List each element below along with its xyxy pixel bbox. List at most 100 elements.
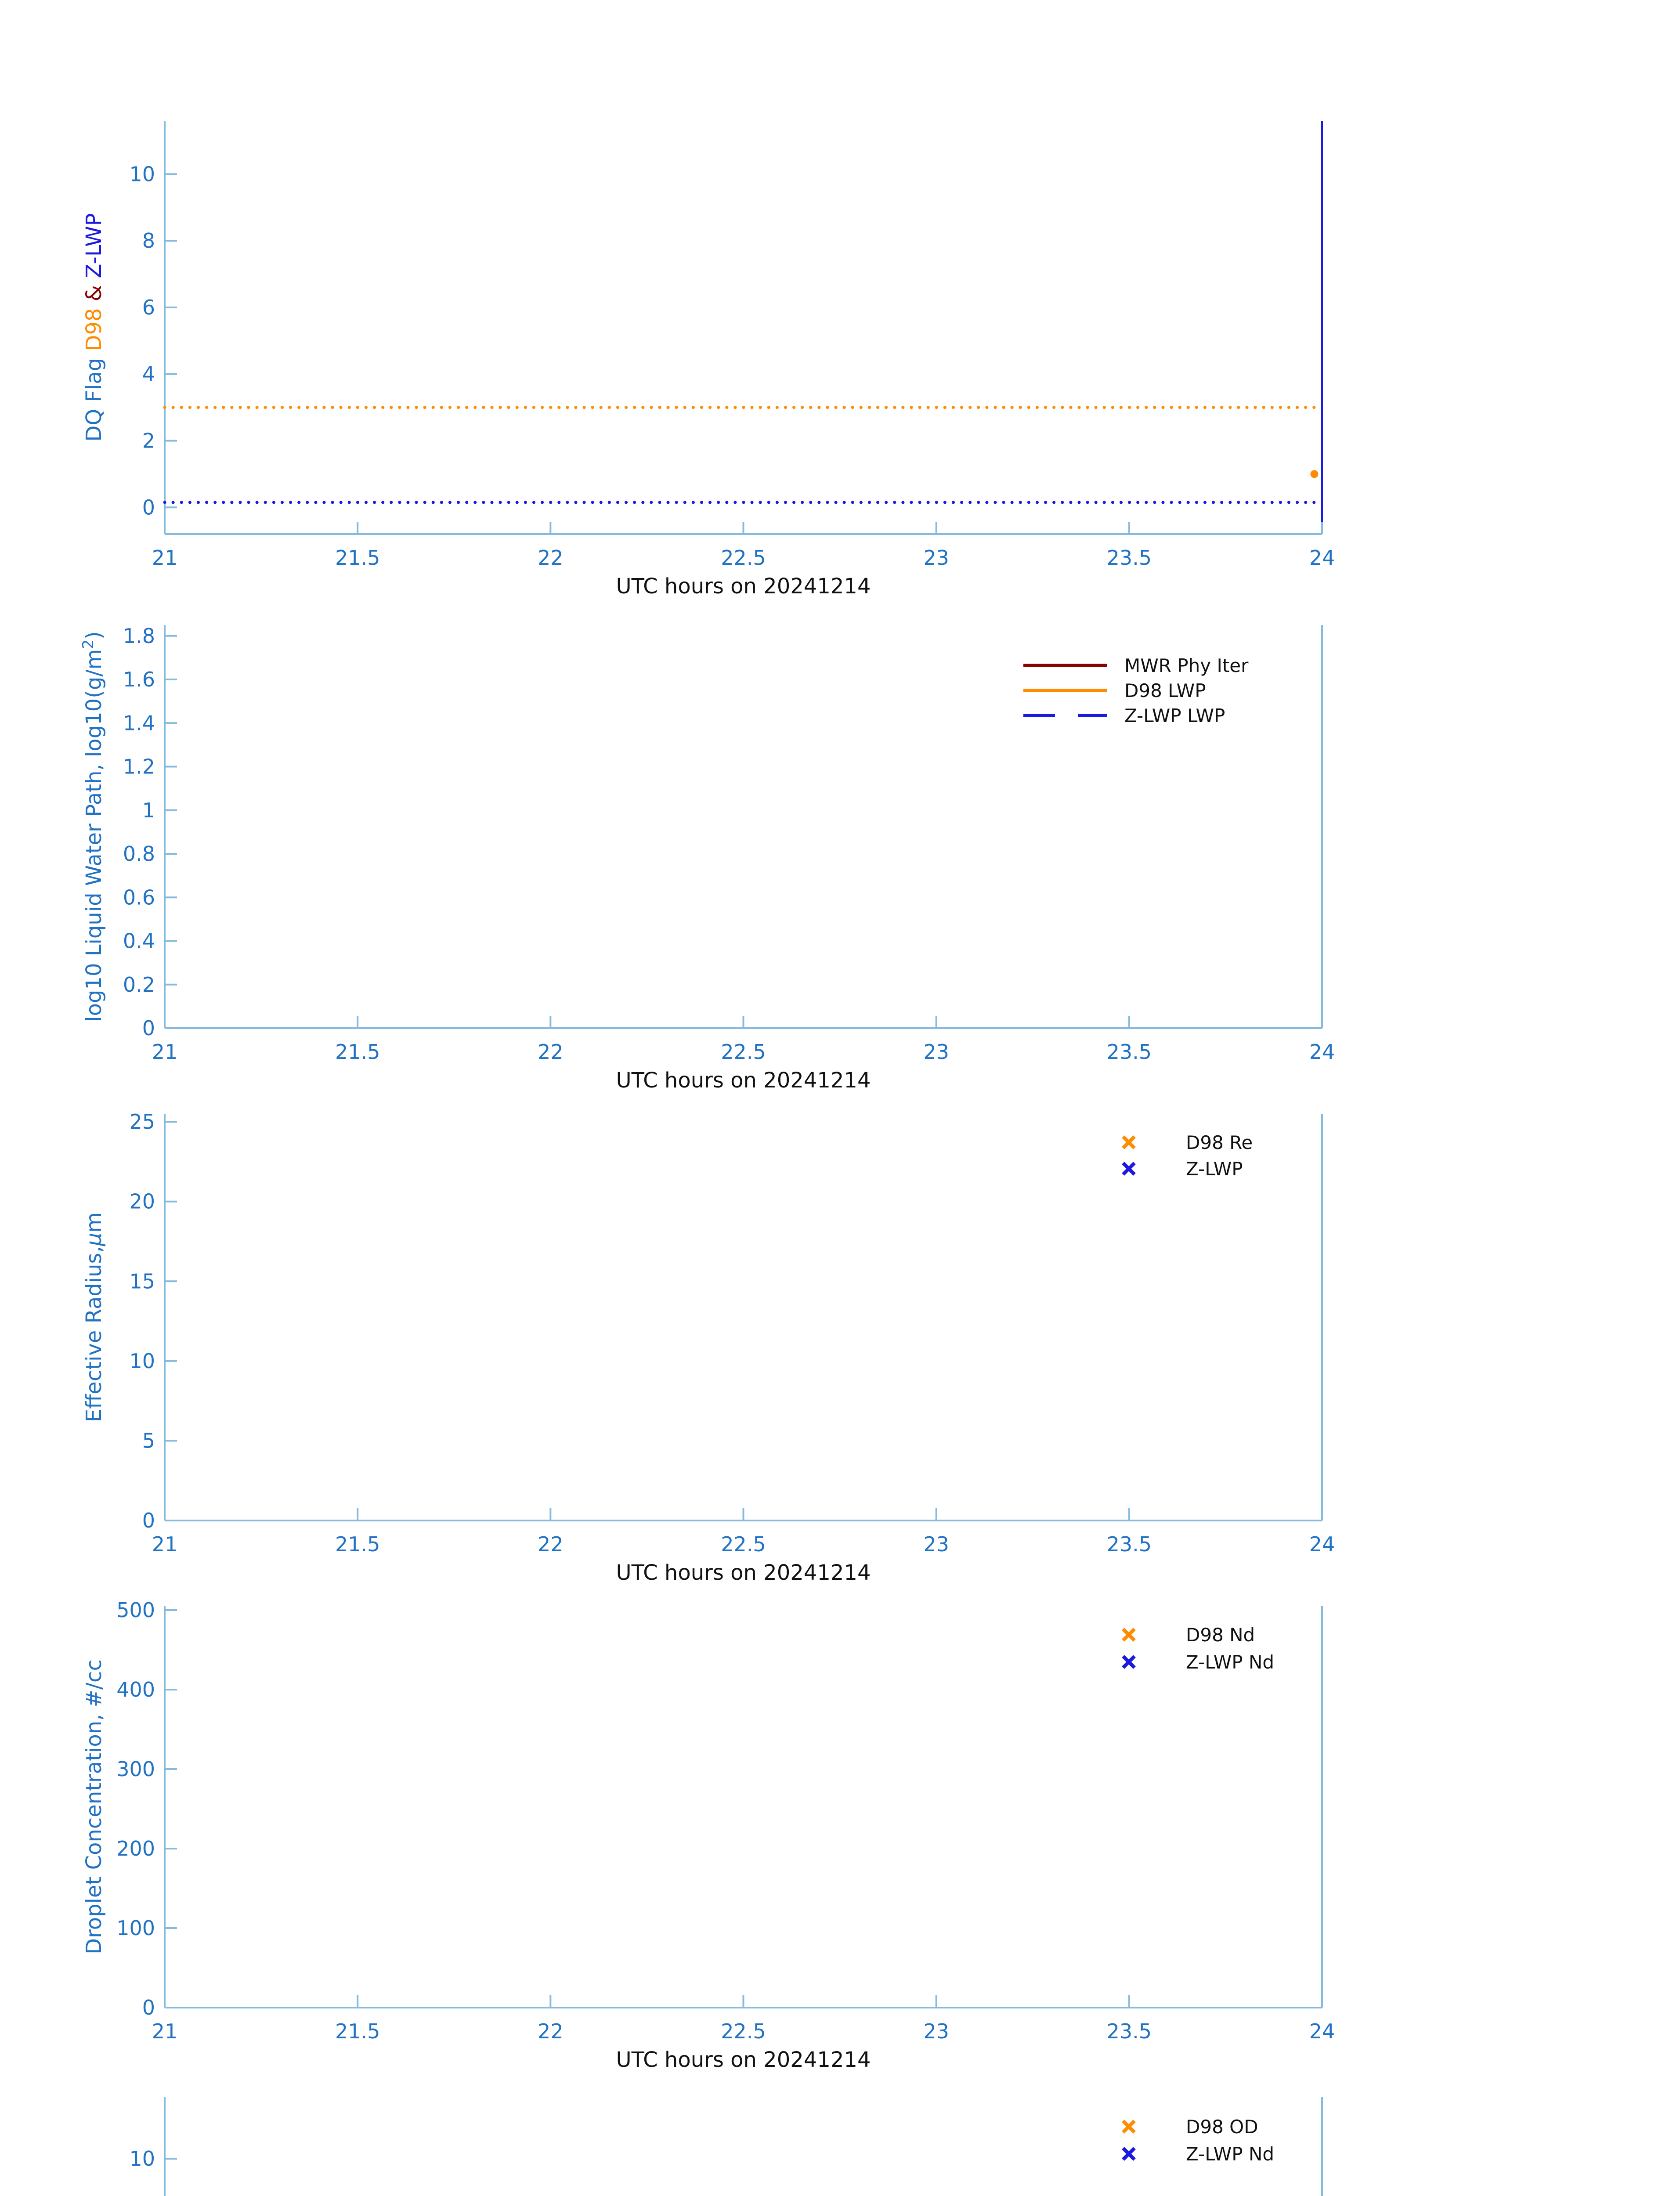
legend-entry: Z-LWP Nd — [1122, 1651, 1274, 1673]
legend-x-marker — [1122, 1655, 1136, 1669]
legend-label: D98 OD — [1186, 2116, 1258, 2138]
y-tick-label: 1.2 — [123, 755, 155, 779]
y-tick-label: 100 — [116, 1916, 155, 1940]
y-tick-label: 0 — [142, 1016, 155, 1040]
legend-label: Z-LWP Nd — [1186, 2143, 1274, 2165]
y-axis-label: DQ Flag D98 & Z-LWP — [82, 213, 106, 441]
legend-entry: Z-LWP Nd — [1122, 2143, 1274, 2165]
legend: D98 Nd Z-LWP Nd — [1122, 1624, 1274, 1673]
x-tick-label: 21.5 — [335, 1040, 380, 1064]
legend: MWR Phy Iter D98 LWP Z-LWP LWP — [1023, 655, 1249, 726]
x-tick-label: 21.5 — [335, 546, 380, 570]
x-tick-label: 21 — [152, 1532, 178, 1556]
legend-label: Z-LWP LWP — [1124, 705, 1225, 726]
y-tick-label: 0.2 — [123, 973, 155, 997]
x-tick-label: 23 — [923, 2019, 949, 2043]
x-tick-label: 24 — [1309, 2019, 1335, 2043]
x-tick-label: 23.5 — [1107, 1040, 1152, 1064]
x-tick-label: 24 — [1309, 1532, 1335, 1556]
x-tick-label: 21.5 — [335, 2019, 380, 2043]
legend-entry: Z-LWP — [1122, 1158, 1243, 1180]
x-tick-label: 22 — [538, 1532, 564, 1556]
legend-x-marker — [1122, 2147, 1136, 2161]
legend-x-marker — [1122, 2120, 1136, 2134]
y-tick-label: 500 — [116, 1598, 155, 1622]
x-tick-label: 21 — [152, 546, 178, 570]
x-tick-label: 23.5 — [1107, 2019, 1152, 2043]
chart-panel: 21 21.5 22 22.5 23 23.5 24 0 0.2 0.4 0.6 0.8 1 1.2 1.4… — [79, 624, 1335, 1093]
y-tick-label: 10 — [129, 1349, 155, 1373]
legend-x-marker — [1122, 1135, 1136, 1149]
y-axis-label: log10 Liquid Water Path, log10(g/m2) — [79, 631, 106, 1022]
x-tick-label: 23 — [923, 1532, 949, 1556]
y-tick-label: 5 — [142, 1429, 155, 1452]
data-point — [1310, 470, 1319, 478]
y-tick-label: 15 — [129, 1269, 155, 1293]
x-tick-label: 22.5 — [721, 2019, 766, 2043]
y-tick-label: 300 — [116, 1757, 155, 1781]
y-tick-label: 0 — [142, 1509, 155, 1532]
legend-entry: D98 Re — [1122, 1132, 1253, 1153]
x-tick-label: 22 — [538, 2019, 564, 2043]
legend-label: D98 Re — [1186, 1132, 1253, 1153]
legend-entry: MWR Phy Iter — [1023, 655, 1249, 676]
legend-label: D98 LWP — [1124, 680, 1206, 701]
chart-panel: 21 21.5 22 22.5 23 23.5 24 0 5 10 15 20 25 Effective … — [82, 1110, 1335, 1585]
y-tick-label: 0.4 — [123, 929, 155, 953]
x-tick-label: 23 — [923, 546, 949, 570]
x-tick-label: 22 — [538, 546, 564, 570]
y-tick-label: 2 — [142, 429, 155, 453]
legend-entry: D98 OD — [1122, 2116, 1258, 2138]
y-tick-label: 200 — [116, 1837, 155, 1860]
x-tick-label: 24 — [1309, 546, 1335, 570]
y-tick-label: 4 — [142, 362, 155, 386]
chart-panel: 21 21.5 22 22.5 23 23.5 24 0 100 200 300 400 500 Drop… — [82, 1598, 1335, 2072]
y-tick-label: 25 — [129, 1110, 155, 1134]
legend-label: MWR Phy Iter — [1124, 655, 1249, 676]
x-tick-label: 22.5 — [721, 546, 766, 570]
y-tick-label: 0 — [142, 495, 155, 519]
x-tick-label: 23 — [923, 1040, 949, 1064]
y-axis-label: Droplet Concentration, #/cc — [82, 1659, 106, 1954]
legend-label: Z-LWP — [1186, 1158, 1243, 1180]
legend-x-marker — [1122, 1162, 1136, 1176]
y-tick-label: 0 — [142, 1996, 155, 2019]
x-axis-label: UTC hours on 20241214 — [616, 1560, 871, 1585]
y-axis-label: Effective Radius,μm — [82, 1212, 106, 1422]
x-axis-label: UTC hours on 20241214 — [616, 1068, 871, 1093]
x-tick-label: 24 — [1309, 1040, 1335, 1064]
x-tick-label: 21.5 — [335, 1532, 380, 1556]
y-tick-label: 8 — [142, 229, 155, 253]
x-tick-label: 21 — [152, 2019, 178, 2043]
y-tick-label: 400 — [116, 1678, 155, 1701]
x-axis-label: UTC hours on 20241214 — [616, 2048, 871, 2072]
y-tick-label: 1 — [142, 798, 155, 822]
x-tick-label: 21 — [152, 1040, 178, 1064]
y-tick-label: 1.8 — [123, 624, 155, 648]
y-tick-label: 1.6 — [123, 668, 155, 691]
y-tick-label: 0.6 — [123, 885, 155, 909]
legend-entry: Z-LWP LWP — [1023, 705, 1225, 726]
legend: D98 Re Z-LWP — [1122, 1132, 1253, 1180]
x-tick-label: 22.5 — [721, 1040, 766, 1064]
x-tick-label: 22.5 — [721, 1532, 766, 1556]
legend-label: D98 Nd — [1186, 1624, 1255, 1646]
legend-entry: D98 LWP — [1023, 680, 1206, 701]
y-tick-label: 6 — [142, 296, 155, 319]
y-tick-label: 20 — [129, 1190, 155, 1214]
legend-x-marker — [1122, 1628, 1136, 1642]
x-tick-label: 23.5 — [1107, 546, 1152, 570]
y-tick-label: 10 — [129, 162, 155, 186]
legend: D98 OD Z-LWP Nd — [1122, 2116, 1274, 2165]
legend-entry: D98 Nd — [1122, 1624, 1255, 1646]
x-axis-label: UTC hours on 20241214 — [616, 574, 871, 599]
legend-label: Z-LWP Nd — [1186, 1651, 1274, 1673]
y-tick-label: 0.8 — [123, 842, 155, 866]
y-tick-label: 1.4 — [123, 711, 155, 735]
x-tick-label: 23.5 — [1107, 1532, 1152, 1556]
y-tick-label: 10 — [129, 2147, 155, 2171]
